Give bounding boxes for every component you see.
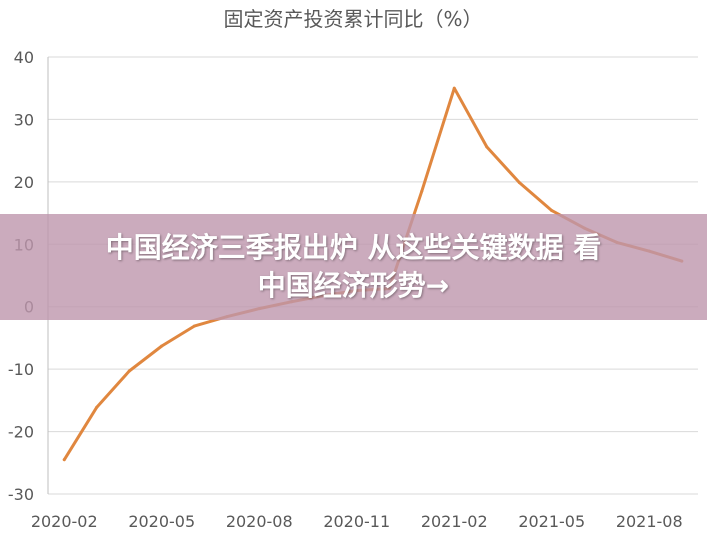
data-point <box>485 145 489 149</box>
y-tick-label: 40 <box>14 48 34 67</box>
news-banner-link[interactable]: 中国经济三季报出炉 从这些关键数据 看 中国经济形势→ <box>0 214 707 320</box>
x-tick-label: 2021-05 <box>518 512 585 531</box>
y-tick-label: -10 <box>8 360 34 379</box>
data-point <box>62 458 66 462</box>
data-point <box>420 189 424 193</box>
y-tick-label: -30 <box>8 485 34 504</box>
y-tick-label: 20 <box>14 173 34 192</box>
x-tick-label: 2020-11 <box>323 512 390 531</box>
data-point <box>127 369 131 373</box>
y-tick-label: -20 <box>8 423 34 442</box>
x-tick-label: 2020-08 <box>226 512 293 531</box>
x-tick-label: 2021-08 <box>616 512 683 531</box>
data-point <box>192 324 196 328</box>
x-tick-label: 2020-02 <box>31 512 98 531</box>
banner-line-1: 中国经济三季报出炉 从这些关键数据 看 <box>105 231 602 264</box>
x-tick-label: 2021-02 <box>421 512 488 531</box>
data-point <box>160 344 164 348</box>
data-point <box>95 405 99 409</box>
data-point <box>550 209 554 213</box>
data-point <box>517 180 521 184</box>
y-tick-label: 30 <box>14 110 34 129</box>
banner-line-2: 中国经济形势→ <box>257 269 450 302</box>
data-point <box>452 86 456 90</box>
chart-title: 固定资产投资累计同比（%） <box>223 7 482 31</box>
x-tick-label: 2020-05 <box>128 512 195 531</box>
